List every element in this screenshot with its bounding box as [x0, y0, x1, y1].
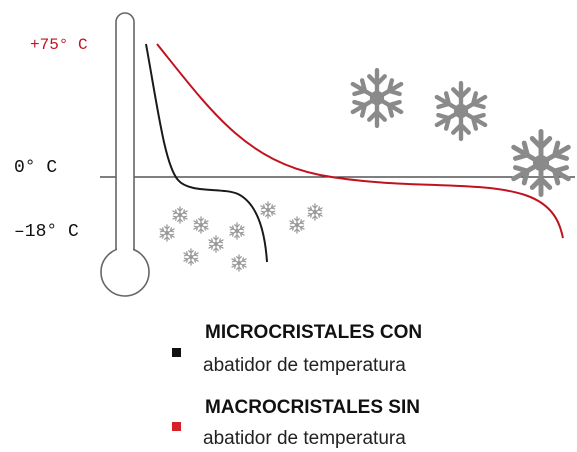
- legend-subtitle-macro: abatidor de temperatura: [203, 428, 406, 449]
- legend-title-macro: MACROCRISTALES SIN: [205, 397, 420, 418]
- snowflake-icon: [514, 132, 569, 195]
- snowflake-icon: [159, 224, 175, 242]
- snowflake-icon: [260, 201, 276, 219]
- top-temp-label: +75° C: [30, 36, 88, 54]
- snowflake-icon: [231, 254, 247, 272]
- snowflake-icon: [229, 222, 245, 240]
- legend-subtitle-micro: abatidor de temperatura: [203, 355, 406, 376]
- macro-crystal-curve: [156, 43, 564, 239]
- snowflake-icon: [307, 203, 323, 221]
- legend-swatch-micro: [172, 348, 181, 357]
- snowflake-icon: [208, 235, 224, 253]
- zero-temp-label: 0° C: [14, 158, 57, 178]
- snowflake-icon: [437, 83, 485, 139]
- low-temp-label: –18° C: [14, 222, 79, 242]
- micro-crystal-curve: [145, 43, 268, 263]
- legend-swatch-macro: [172, 422, 181, 431]
- snowflake-icon: [353, 70, 401, 126]
- snowflake-icon: [183, 248, 199, 266]
- legend-title-micro: MICROCRISTALES CON: [205, 322, 423, 343]
- snowflake-icon: [172, 206, 188, 224]
- snowflake-icon: [289, 216, 305, 234]
- snowflake-icon: [193, 216, 209, 234]
- thermometer-icon: [100, 12, 150, 297]
